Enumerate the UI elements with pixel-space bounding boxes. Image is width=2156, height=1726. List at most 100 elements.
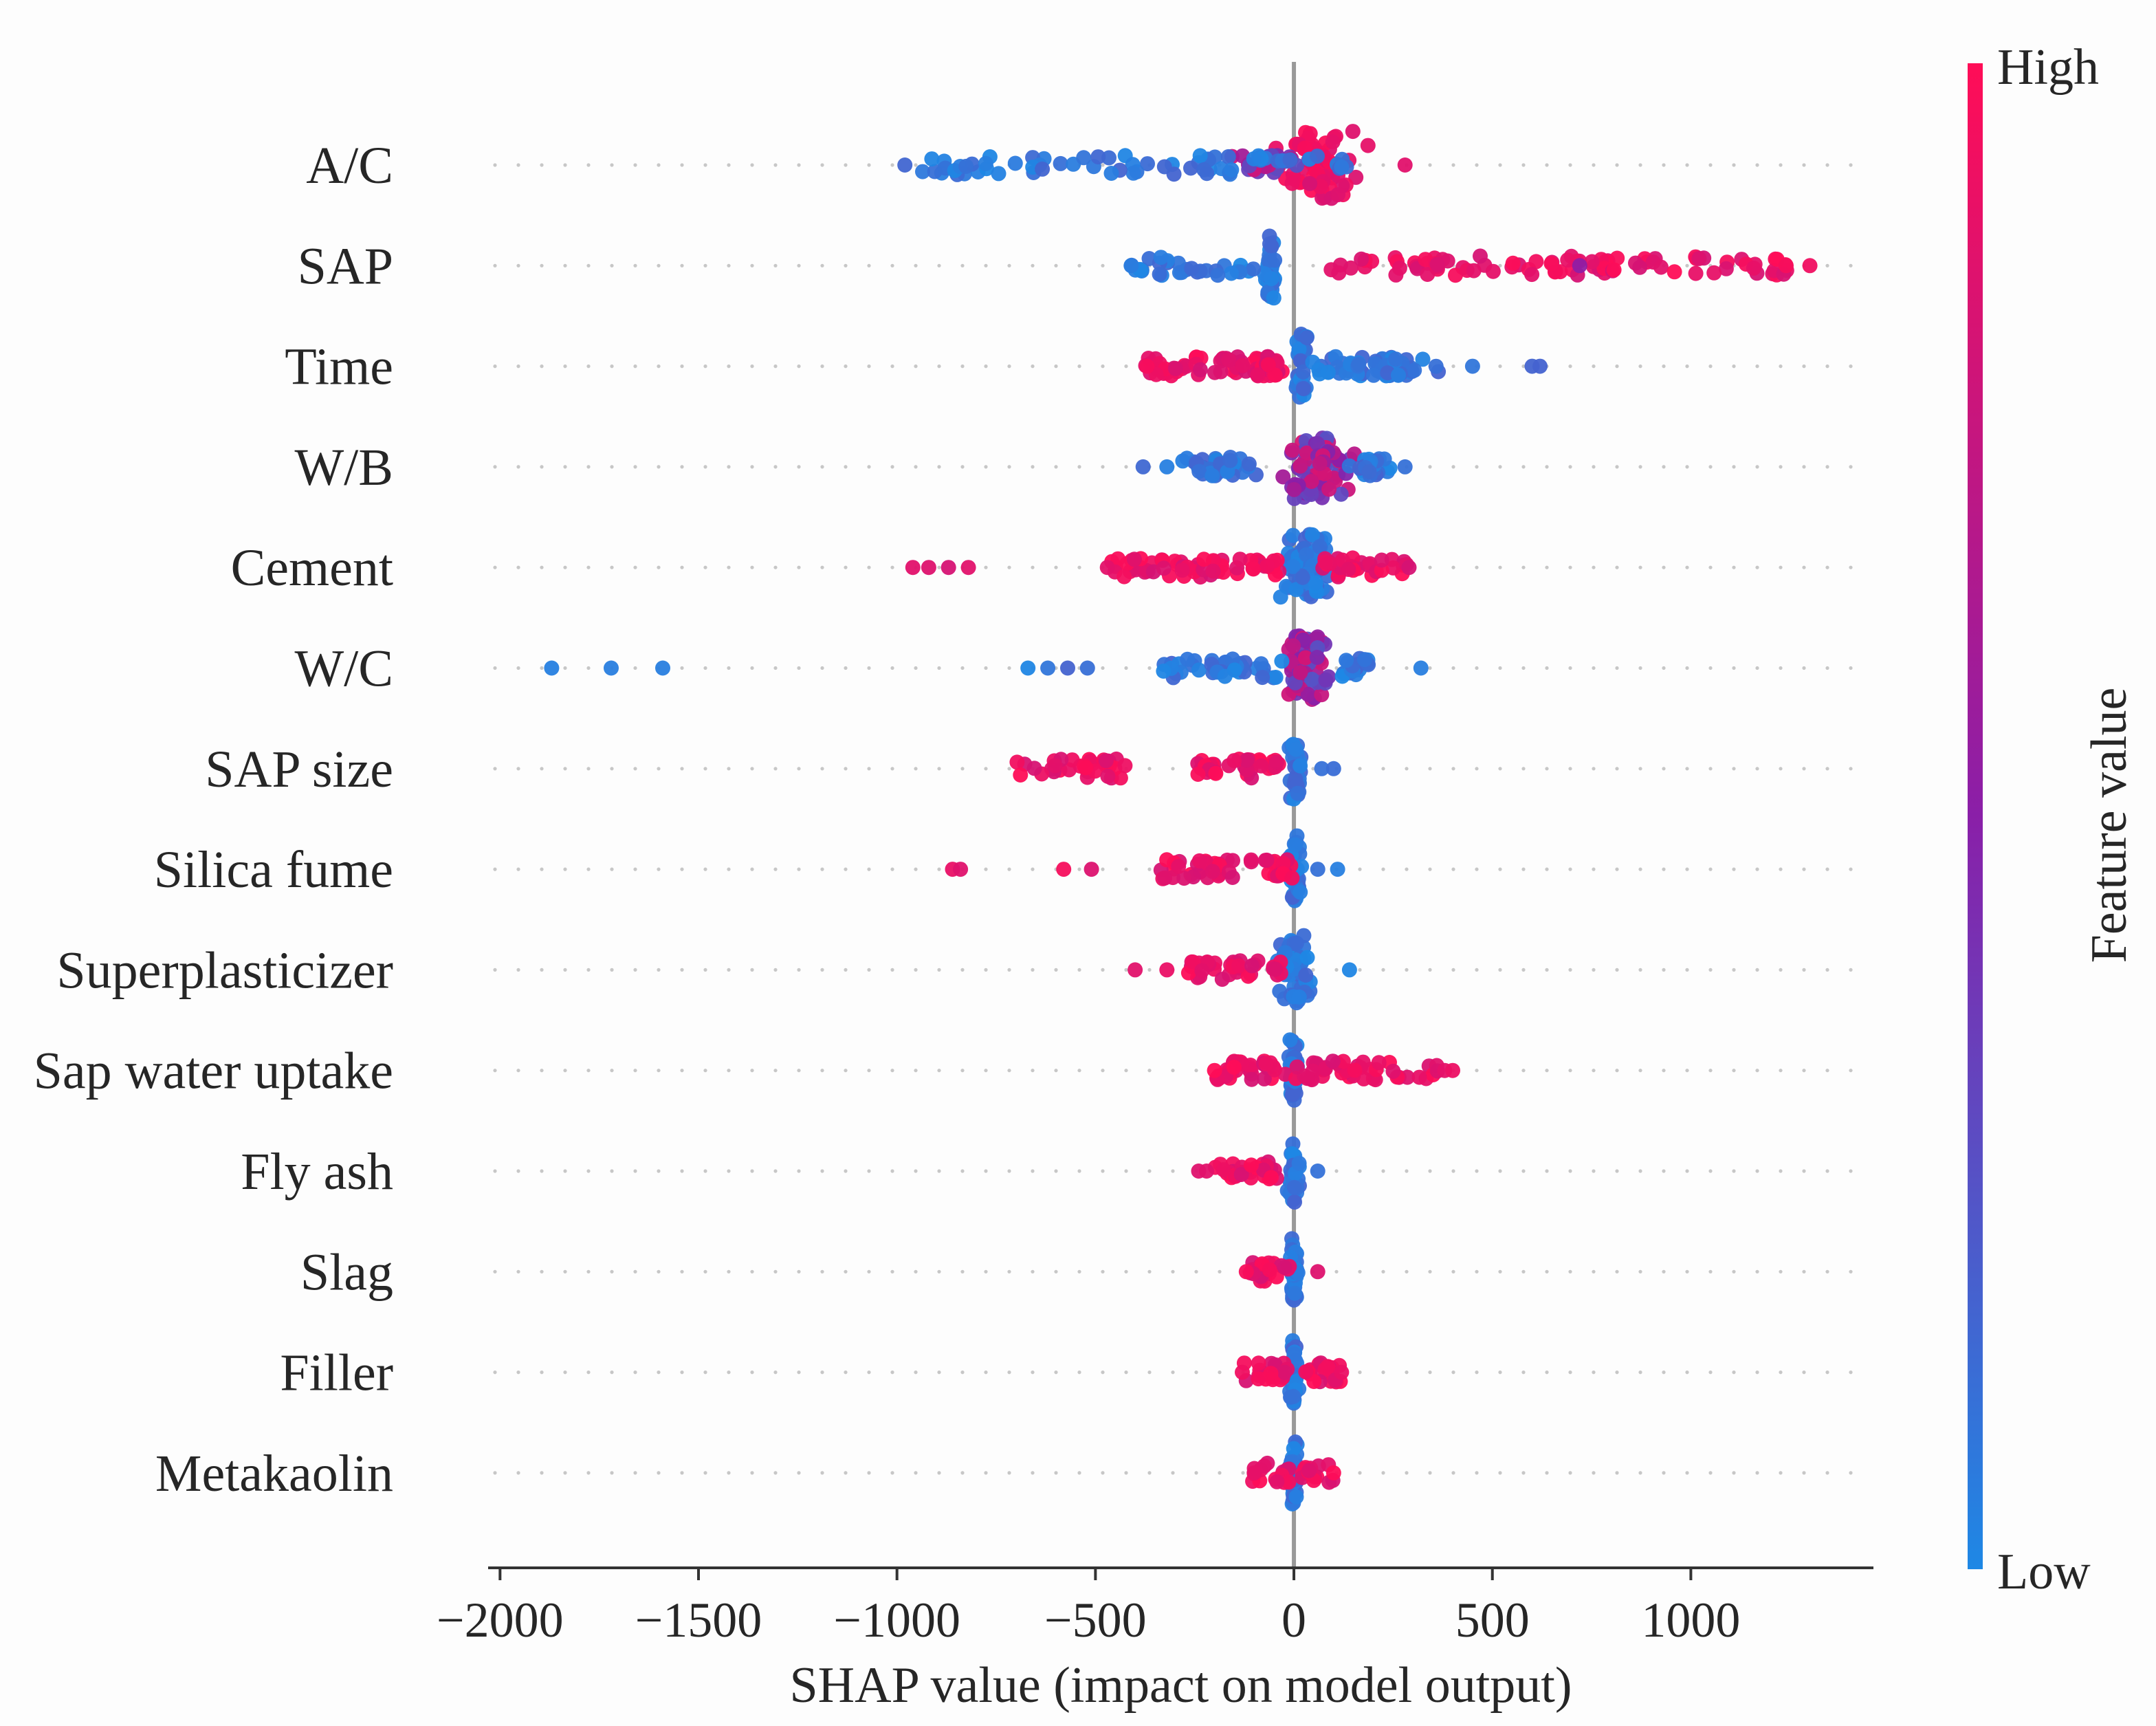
- row-guide-dot: [960, 1471, 965, 1475]
- shap-point: [1347, 1062, 1363, 1078]
- row-guide-dot: [1638, 465, 1642, 469]
- row-guide-dot: [1521, 565, 1526, 569]
- shap-point: [1351, 356, 1367, 372]
- row-guide-dot: [844, 263, 848, 267]
- colorbar-high-label: High: [1997, 39, 2099, 96]
- row-guide-dot: [727, 1069, 731, 1073]
- shap-point: [1250, 367, 1266, 383]
- row-guide-dot: [1545, 968, 1549, 972]
- row-guide-dot: [867, 968, 871, 972]
- row-guide-dot: [610, 767, 614, 771]
- shap-point: [1286, 1441, 1301, 1456]
- row-guide-dot: [890, 364, 894, 369]
- row-guide-dot: [540, 465, 544, 469]
- shap-point: [1078, 760, 1094, 776]
- row-guide-dot: [960, 666, 965, 670]
- row-guide-dot: [516, 565, 520, 569]
- row-guide-dot: [773, 867, 778, 871]
- row-guide-dot: [1592, 1169, 1596, 1173]
- shap-point: [1285, 1086, 1301, 1102]
- row-guide-dot: [1638, 1169, 1642, 1173]
- row-guide-dot: [1545, 1471, 1549, 1475]
- row-guide-dot: [867, 1069, 871, 1073]
- row-guide-dot: [1615, 465, 1619, 469]
- shap-point: [1258, 1056, 1274, 1071]
- row-guide-dot: [1825, 1370, 1829, 1375]
- row-guide-dot: [1802, 565, 1806, 569]
- row-guide-dot: [586, 867, 591, 871]
- shap-point: [1330, 187, 1345, 203]
- shap-point: [1238, 1264, 1254, 1280]
- row-guide-dot: [1381, 867, 1385, 871]
- row-guide-dot: [890, 163, 894, 167]
- row-guide-dot: [844, 1370, 848, 1375]
- row-guide-dot: [1615, 364, 1619, 369]
- shap-point: [1084, 862, 1099, 877]
- row-guide-dot: [1685, 364, 1689, 369]
- row-guide-dot: [1708, 565, 1713, 569]
- row-guide-dot: [773, 364, 778, 369]
- row-guide-dot: [1194, 1069, 1198, 1073]
- row-guide-dot: [1428, 1169, 1432, 1173]
- row-guide-dot: [633, 1471, 637, 1475]
- row-guide-dot: [1498, 364, 1502, 369]
- row-guide-dot: [1147, 968, 1152, 972]
- shap-point: [1153, 250, 1169, 265]
- row-guide-dot: [1755, 1269, 1759, 1274]
- row-guide-dot: [680, 163, 684, 167]
- row-guide-dot: [1708, 1269, 1713, 1274]
- row-guide-dot: [844, 1471, 848, 1475]
- row-guide-dot: [984, 263, 988, 267]
- shap-point: [1282, 1032, 1298, 1048]
- row-guide-dot: [1802, 767, 1806, 771]
- shap-point: [1333, 486, 1349, 502]
- row-guide-dot: [1732, 1169, 1736, 1173]
- row-guide-dot: [1662, 364, 1666, 369]
- row-guide-dot: [493, 1069, 497, 1073]
- row-guide-dot: [867, 263, 871, 267]
- row-guide-dot: [1849, 1069, 1853, 1073]
- shap-point: [1232, 551, 1248, 567]
- row-guide-dot: [1498, 465, 1502, 469]
- row-guide-dot: [1288, 364, 1292, 369]
- shap-point: [1243, 852, 1259, 868]
- row-guide-dot: [563, 263, 567, 267]
- shap-point: [1284, 175, 1300, 191]
- row-guide-dot: [1779, 1471, 1783, 1475]
- row-guide-dot: [890, 565, 894, 569]
- row-guide-dot: [1849, 767, 1853, 771]
- row-guide-dot: [1007, 465, 1011, 469]
- shap-point: [1246, 261, 1262, 277]
- shap-point: [1391, 367, 1406, 383]
- row-guide-dot: [1802, 867, 1806, 871]
- shap-point: [1192, 362, 1208, 378]
- row-guide-dot: [1849, 364, 1853, 369]
- row-guide-dot: [1101, 968, 1105, 972]
- shap-point: [1216, 1162, 1231, 1178]
- shap-point: [1428, 358, 1444, 374]
- row-guide-dot: [1475, 1069, 1479, 1073]
- row-guide-dot: [1054, 263, 1058, 267]
- row-guide-dot: [657, 364, 661, 369]
- row-guide-dot: [937, 1471, 941, 1475]
- row-guide-dot: [1475, 767, 1479, 771]
- row-guide-dot: [1568, 867, 1572, 871]
- row-guide-dot: [797, 1169, 801, 1173]
- row-guide-dot: [1732, 1471, 1736, 1475]
- row-guide-dot: [1849, 163, 1853, 167]
- row-guide-dot: [703, 1269, 707, 1274]
- shap-point: [1135, 459, 1151, 474]
- shap-point: [1304, 527, 1320, 543]
- row-guide-dot: [516, 968, 520, 972]
- row-guide-dot: [1007, 968, 1011, 972]
- shap-point: [1413, 660, 1429, 676]
- row-guide-dot: [820, 666, 824, 670]
- row-guide-dot: [1101, 1471, 1105, 1475]
- shap-point: [1224, 870, 1240, 885]
- row-guide-dot: [1007, 364, 1011, 369]
- row-guide-dot: [1615, 666, 1619, 670]
- row-guide-dot: [1077, 1169, 1081, 1173]
- row-guide-dot: [1358, 1370, 1362, 1375]
- row-guide-dot: [1101, 1269, 1105, 1274]
- row-guide-dot: [1779, 867, 1783, 871]
